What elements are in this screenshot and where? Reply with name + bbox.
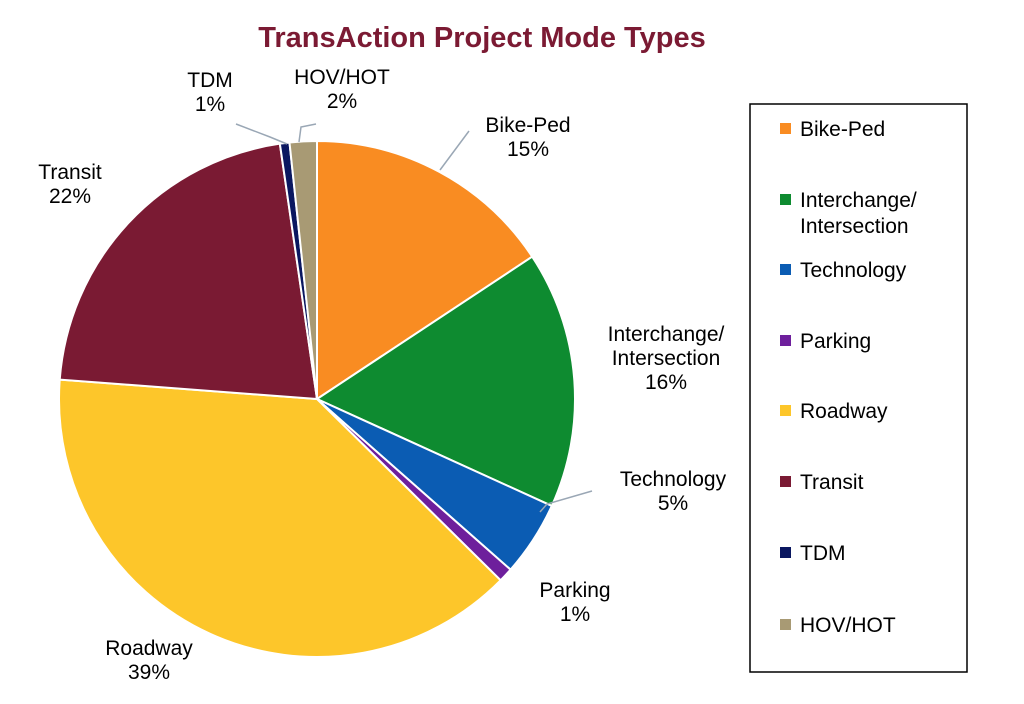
legend-item-roadway: Roadway <box>780 400 888 423</box>
legend-swatch-hov-hot <box>780 619 791 630</box>
chart-title: TransAction Project Mode Types <box>258 22 705 54</box>
slice-label-bike-ped: Bike-Ped 15% <box>485 114 570 161</box>
slice-labels: Bike-Ped 15% Interchange/Intersection 16% Te… <box>38 66 726 684</box>
legend-item-transit: Transit <box>780 471 864 494</box>
slice-label-technology: Technology 5% <box>620 468 727 515</box>
legend: Bike-Ped Interchange/Intersection Technolo… <box>749 103 968 673</box>
legend-label-roadway: Roadway <box>800 400 888 423</box>
legend-label-parking: Parking <box>800 330 871 353</box>
pie-slices <box>58 139 576 658</box>
legend-swatch-transit <box>780 476 791 487</box>
legend-label-bike-ped: Bike-Ped <box>800 118 885 141</box>
slice-label-roadway: Roadway 39% <box>105 637 193 684</box>
pie-slice-interchange-intersection <box>314 255 576 508</box>
legend-label-technology: Technology <box>800 259 907 282</box>
legend-item-parking: Parking <box>780 330 871 353</box>
slice-label-tdm: TDM 1% <box>187 69 233 116</box>
pie-slice-transit <box>58 142 319 401</box>
pie-slice-roadway <box>58 378 502 658</box>
legend-item-bike-ped: Bike-Ped <box>780 118 885 141</box>
legend-item-technology: Technology <box>780 259 907 282</box>
legend-item-hov-hot: HOV/HOT <box>780 614 896 637</box>
leader-line-bike-ped <box>439 130 470 171</box>
pie-slice-hov-hot <box>288 139 318 400</box>
legend-label-interchange-intersection: Interchange/Intersection <box>800 189 917 238</box>
pie-slice-bike-ped <box>316 139 534 401</box>
leader-line-hov-hot <box>298 123 317 143</box>
legend-label-transit: Transit <box>800 471 864 494</box>
legend-swatch-interchange-intersection <box>780 194 791 205</box>
slice-label-interchange-intersection: Interchange/Intersection 16% <box>608 323 725 394</box>
leader-lines <box>235 123 593 513</box>
leader-line-technology <box>539 490 593 513</box>
legend-label-hov-hot: HOV/HOT <box>800 614 896 637</box>
leader-line-tdm <box>235 123 288 145</box>
legend-swatch-bike-ped <box>780 123 791 134</box>
legend-swatch-parking <box>780 335 791 346</box>
legend-swatch-technology <box>780 264 791 275</box>
legend-item-interchange-intersection: Interchange/Intersection <box>780 189 917 238</box>
legend-item-tdm: TDM <box>780 542 846 565</box>
legend-swatch-roadway <box>780 405 791 416</box>
legend-label-tdm: TDM <box>800 542 846 565</box>
slice-label-parking: Parking 1% <box>539 579 610 626</box>
slice-label-hov-hot: HOV/HOT 2% <box>294 66 390 113</box>
legend-swatch-tdm <box>780 547 791 558</box>
slice-label-transit: Transit 22% <box>38 161 102 208</box>
